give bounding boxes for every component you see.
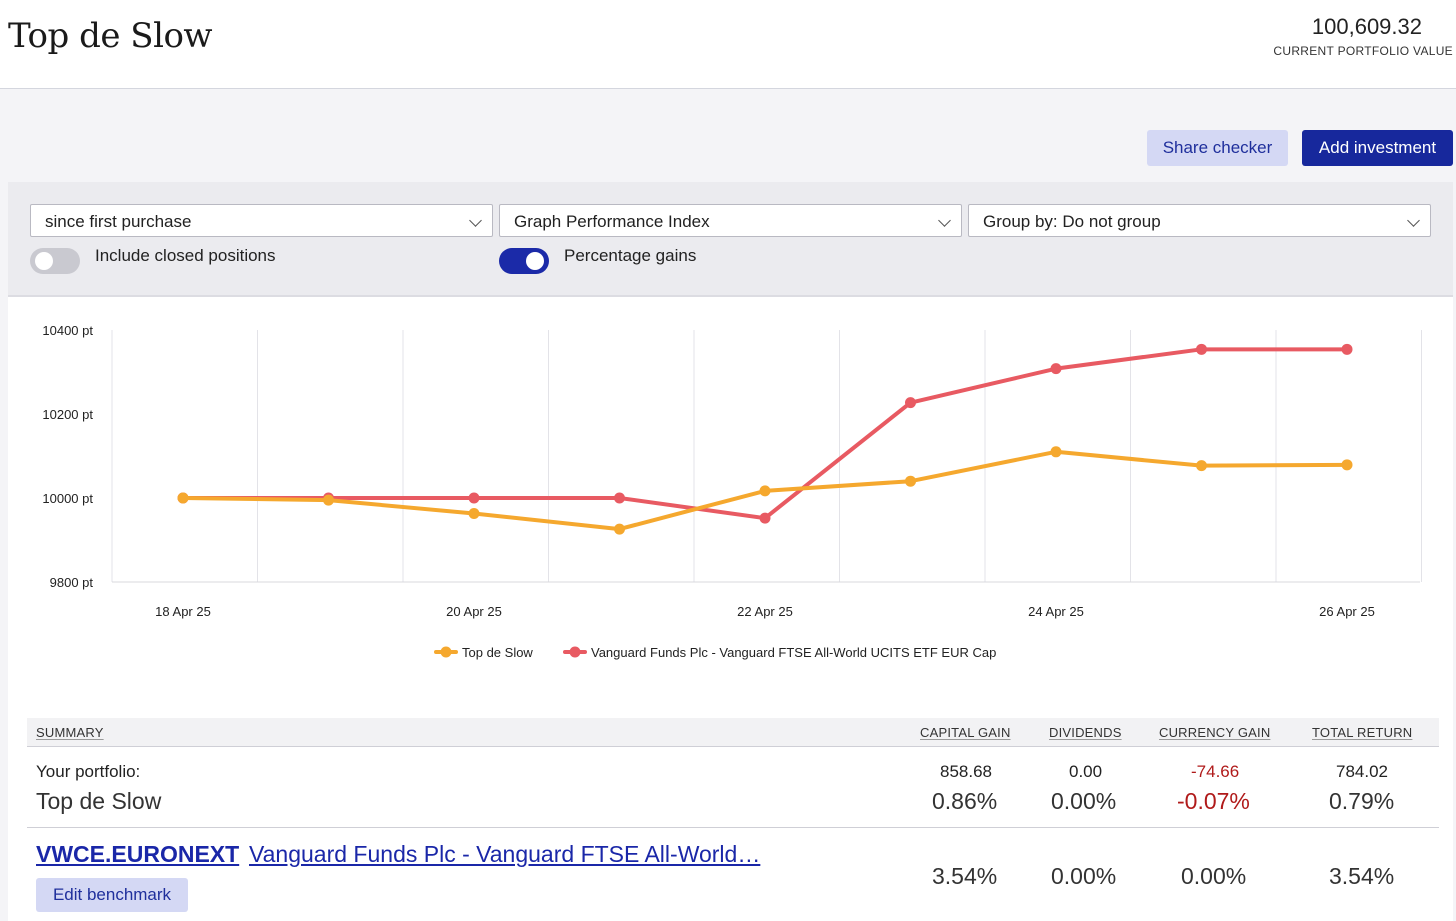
data-point bbox=[1341, 343, 1353, 355]
portfolio-title: Top de Slow bbox=[8, 16, 213, 56]
x-tick-label: 26 Apr 25 bbox=[1319, 604, 1375, 619]
row-divider bbox=[27, 827, 1439, 828]
add-investment-button[interactable]: Add investment bbox=[1302, 130, 1453, 166]
x-tick-label: 24 Apr 25 bbox=[1028, 604, 1084, 619]
summary-section: SUMMARY CAPITAL GAIN DIVIDENDS CURRENCY … bbox=[8, 699, 1453, 921]
benchmark-currency-gain-percent: 0.00% bbox=[1181, 863, 1247, 889]
data-point bbox=[759, 485, 771, 497]
y-tick-label: 9800 pt bbox=[50, 575, 94, 590]
total-return-header[interactable]: TOTAL RETURN bbox=[1312, 725, 1413, 740]
data-point bbox=[905, 397, 916, 409]
toggle-knob bbox=[526, 252, 544, 270]
data-point bbox=[759, 512, 771, 524]
benchmark-ticker-link[interactable]: VWCE.EURONEXT bbox=[36, 841, 240, 867]
data-point bbox=[614, 523, 625, 535]
percentage-gains-label: Percentage gains bbox=[564, 246, 697, 265]
benchmark-capital-gain-percent: 3.54% bbox=[932, 863, 998, 889]
total-return-percent: 0.79% bbox=[1329, 788, 1395, 814]
currency-gain-header[interactable]: CURRENCY GAIN bbox=[1159, 725, 1271, 740]
chevron-down-icon bbox=[1407, 214, 1420, 227]
data-point bbox=[1196, 343, 1207, 355]
chevron-down-icon bbox=[469, 214, 482, 227]
portfolio-value-label: CURRENT PORTFOLIO VALUE bbox=[1273, 44, 1453, 58]
y-tick-label: 10000 pt bbox=[42, 491, 93, 506]
data-point bbox=[905, 475, 916, 487]
portfolio-row-name: Top de Slow bbox=[36, 788, 162, 814]
period-select[interactable]: since first purchase bbox=[30, 204, 493, 237]
summary-header-row: SUMMARY CAPITAL GAIN DIVIDENDS CURRENCY … bbox=[27, 718, 1439, 747]
group-by-select[interactable]: Group by: Do not group bbox=[968, 204, 1431, 237]
y-tick-label: 10400 pt bbox=[42, 323, 93, 338]
page-header: Top de Slow 100,609.32 CURRENT PORTFOLIO… bbox=[0, 0, 1456, 89]
y-tick-label: 10200 pt bbox=[42, 407, 93, 422]
data-point bbox=[1050, 363, 1062, 375]
portfolio-row-label: Your portfolio: bbox=[36, 762, 141, 781]
edit-benchmark-button[interactable]: Edit benchmark bbox=[36, 878, 188, 912]
portfolio-value: 100,609.32 bbox=[1311, 14, 1422, 39]
currency-gain-percent: -0.07% bbox=[1177, 788, 1250, 814]
percentage-gains-toggle[interactable] bbox=[499, 248, 549, 274]
dividends-value: 0.00 bbox=[1069, 762, 1103, 781]
performance-chart-svg: 10400 pt 10200 pt 10000 pt 9800 pt 18 Apr 25… bbox=[42, 323, 1422, 660]
capital-gain-value: 858.68 bbox=[940, 762, 992, 781]
benchmark-name-link[interactable]: Vanguard Funds Plc - Vanguard FTSE All-W… bbox=[249, 841, 761, 867]
summary-header: SUMMARY bbox=[36, 725, 104, 740]
data-point bbox=[1050, 446, 1062, 458]
capital-gain-header[interactable]: CAPITAL GAIN bbox=[920, 725, 1011, 740]
legend-label: Vanguard Funds Plc - Vanguard FTSE All-W… bbox=[591, 645, 996, 660]
currency-gain-value: -74.66 bbox=[1191, 762, 1240, 781]
data-point bbox=[1341, 459, 1353, 471]
filter-panel: since first purchase Graph Performance I… bbox=[8, 182, 1453, 297]
share-checker-button[interactable]: Share checker bbox=[1147, 130, 1288, 166]
dividends-header[interactable]: DIVIDENDS bbox=[1049, 725, 1122, 740]
benchmark-total-return-percent: 3.54% bbox=[1329, 863, 1395, 889]
graph-type-select-value: Graph Performance Index bbox=[514, 212, 710, 231]
data-point bbox=[1196, 460, 1207, 472]
capital-gain-percent: 0.86% bbox=[932, 788, 998, 814]
x-tick-label: 18 Apr 25 bbox=[155, 604, 211, 619]
data-point bbox=[468, 508, 480, 520]
dividends-percent: 0.00% bbox=[1051, 788, 1117, 814]
legend-label: Top de Slow bbox=[462, 645, 533, 660]
total-return-value: 784.02 bbox=[1336, 762, 1388, 781]
include-closed-toggle[interactable] bbox=[30, 248, 80, 274]
period-select-value: since first purchase bbox=[45, 212, 192, 231]
x-tick-label: 20 Apr 25 bbox=[446, 604, 502, 619]
benchmark-dividends-percent: 0.00% bbox=[1051, 863, 1117, 889]
performance-chart: 10400 pt 10200 pt 10000 pt 9800 pt 18 Apr 25… bbox=[8, 297, 1453, 699]
data-point bbox=[468, 492, 480, 504]
data-point bbox=[614, 492, 625, 504]
legend-marker bbox=[440, 646, 452, 658]
data-point bbox=[177, 492, 189, 504]
toggle-knob bbox=[35, 252, 53, 270]
legend-marker bbox=[569, 646, 581, 658]
x-tick-label: 22 Apr 25 bbox=[737, 604, 793, 619]
group-by-select-value: Group by: Do not group bbox=[983, 212, 1161, 231]
data-point bbox=[323, 494, 334, 506]
include-closed-label: Include closed positions bbox=[95, 246, 276, 265]
graph-type-select[interactable]: Graph Performance Index bbox=[499, 204, 962, 237]
chevron-down-icon bbox=[938, 214, 951, 227]
